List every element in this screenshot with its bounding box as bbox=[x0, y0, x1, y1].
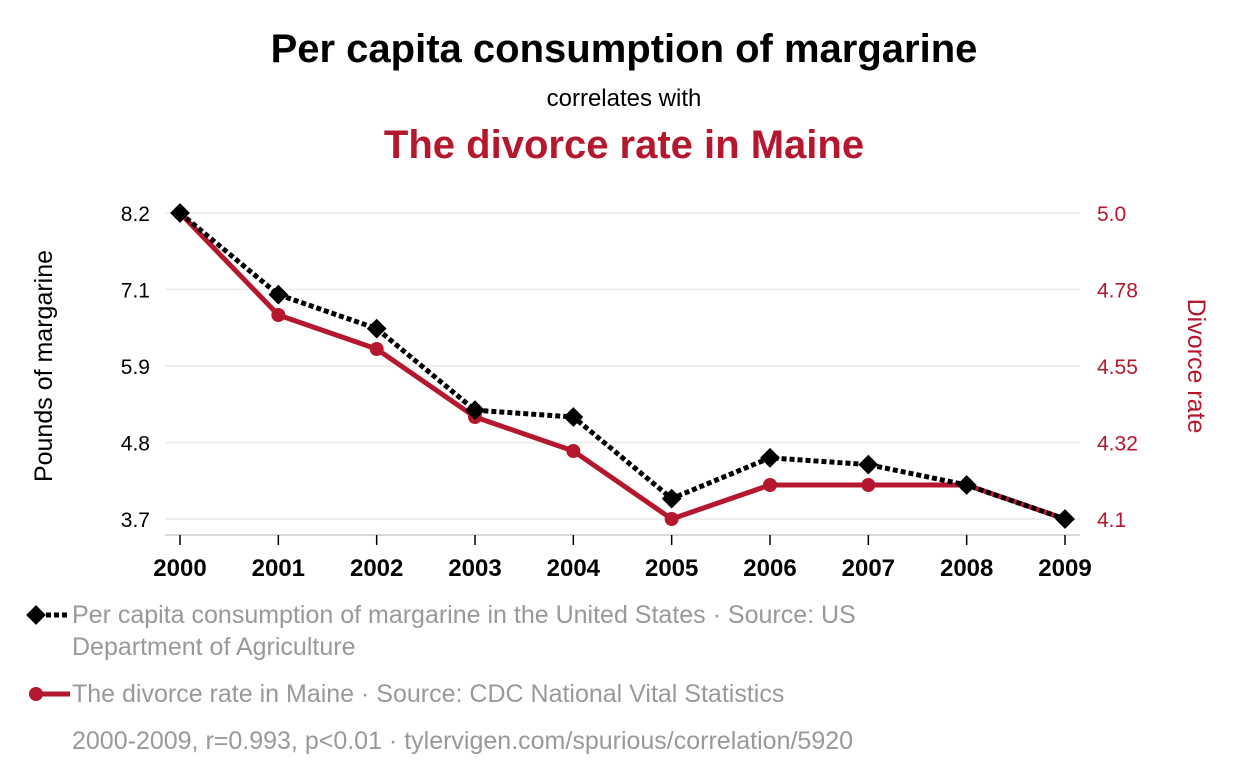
x-tick-label: 2002 bbox=[350, 555, 403, 582]
series-divorce-point bbox=[566, 444, 581, 458]
legend-item-margarine[interactable]: Per capita consumption of margarine in t… bbox=[24, 599, 964, 663]
y-right-axis-label: Divorce rate bbox=[1182, 299, 1210, 434]
y-left-axis-label: Pounds of margarine bbox=[30, 250, 58, 482]
legend-swatch-margarine bbox=[26, 605, 70, 625]
series-divorce-point bbox=[369, 342, 384, 356]
series-margarine-point bbox=[366, 318, 387, 339]
x-tick-label: 2003 bbox=[448, 555, 501, 582]
y-right-tick-label: 4.32 bbox=[1097, 433, 1138, 456]
x-tick-label: 2001 bbox=[252, 555, 305, 582]
legend-swatch-divorce bbox=[29, 687, 70, 701]
chart-connector: correlates with bbox=[546, 85, 702, 112]
series-divorce-point bbox=[861, 478, 876, 492]
x-tick-label: 2005 bbox=[645, 555, 698, 582]
legend-label-divorce: The divorce rate in Maine · Source: CDC … bbox=[72, 680, 785, 708]
legend-label-margarine: Per capita consumption of margarine in t… bbox=[72, 601, 856, 661]
y-right-tick-label: 5.0 bbox=[1097, 203, 1126, 226]
y-left-tick-label: 4.8 bbox=[121, 433, 150, 456]
series-margarine-point bbox=[661, 488, 682, 509]
series-divorce-line bbox=[178, 211, 1066, 522]
series-margarine-point bbox=[858, 454, 879, 475]
y-left-tick-label: 5.9 bbox=[121, 356, 150, 379]
x-tick-label: 2000 bbox=[153, 555, 206, 582]
y-right-tick-label: 4.55 bbox=[1097, 356, 1138, 379]
series-margarine-point bbox=[1055, 509, 1075, 529]
series-margarine-point bbox=[956, 475, 977, 495]
chart-title: Per capita consumption of margarine bbox=[270, 27, 978, 71]
series-divorce-point bbox=[763, 478, 777, 492]
series-margarine-point bbox=[170, 203, 190, 223]
series-divorce-point bbox=[271, 308, 286, 322]
x-tick-label: 2004 bbox=[547, 555, 601, 582]
x-tick-label: 2006 bbox=[743, 555, 796, 582]
series-margarine-point bbox=[268, 284, 289, 305]
y-left-tick-label: 3.7 bbox=[121, 509, 150, 532]
x-tick-label: 2007 bbox=[842, 555, 895, 582]
y-right-tick-label: 4.78 bbox=[1097, 280, 1138, 303]
chart-title-2: The divorce rate in Maine bbox=[383, 123, 865, 167]
series-margarine-line bbox=[178, 211, 1066, 522]
series-margarine-point bbox=[563, 407, 584, 427]
y-left-tick-label: 8.2 bbox=[121, 203, 150, 226]
series-margarine-point bbox=[465, 400, 485, 421]
y-right-tick-label: 4.1 bbox=[1097, 509, 1126, 532]
footer-note: 2000-2009, r=0.993, p<0.01 · tylervigen.… bbox=[72, 727, 854, 755]
legend-item-divorce[interactable]: The divorce rate in Maine · Source: CDC … bbox=[24, 678, 964, 710]
series-margarine-point bbox=[760, 447, 780, 468]
x-tick-label: 2008 bbox=[940, 555, 993, 582]
y-left-tick-label: 7.1 bbox=[121, 280, 150, 303]
series-divorce-point bbox=[664, 512, 679, 526]
x-tick-label: 2009 bbox=[1038, 555, 1091, 582]
